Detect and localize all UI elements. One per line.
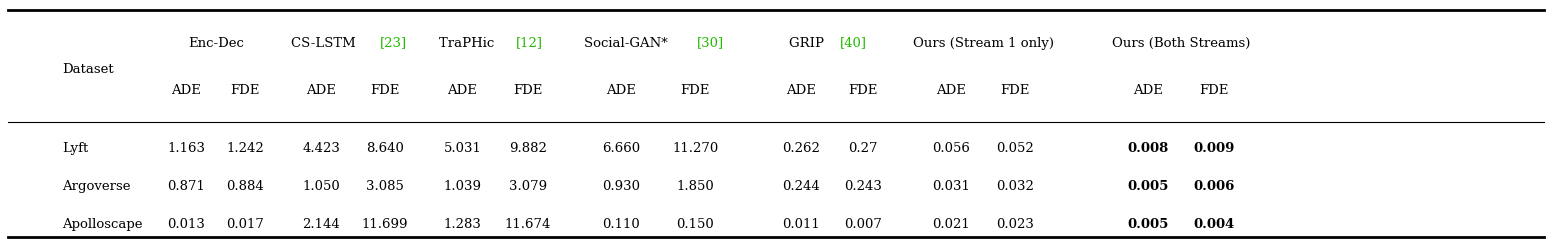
- Text: 0.930: 0.930: [602, 180, 639, 193]
- Text: ADE: ADE: [1133, 84, 1164, 97]
- Text: 0.005: 0.005: [1128, 180, 1169, 193]
- Text: 0.244: 0.244: [782, 180, 819, 193]
- Text: FDE: FDE: [849, 84, 877, 97]
- Text: 1.850: 1.850: [677, 180, 714, 193]
- Text: Ours (Both Streams): Ours (Both Streams): [1111, 37, 1251, 49]
- Text: Enc-Dec: Enc-Dec: [188, 37, 244, 49]
- Text: 5.031: 5.031: [444, 142, 481, 155]
- Text: 2.144: 2.144: [303, 218, 340, 231]
- Text: 0.871: 0.871: [168, 180, 205, 193]
- Text: FDE: FDE: [514, 84, 542, 97]
- Text: 11.674: 11.674: [504, 218, 551, 231]
- Text: Ours (Stream 1 only): Ours (Stream 1 only): [913, 37, 1054, 49]
- Text: 0.011: 0.011: [782, 218, 819, 231]
- Text: 0.021: 0.021: [933, 218, 970, 231]
- Text: 0.262: 0.262: [782, 142, 819, 155]
- Text: 0.005: 0.005: [1128, 218, 1169, 231]
- Text: CS-LSTM: CS-LSTM: [292, 37, 360, 49]
- Text: Argoverse: Argoverse: [62, 180, 130, 193]
- Text: 0.110: 0.110: [602, 218, 639, 231]
- Text: [30]: [30]: [697, 37, 725, 49]
- Text: ADE: ADE: [785, 84, 816, 97]
- Text: ADE: ADE: [171, 84, 202, 97]
- Text: 0.006: 0.006: [1193, 180, 1234, 193]
- Text: 0.27: 0.27: [847, 142, 878, 155]
- Text: TraPHic: TraPHic: [439, 37, 498, 49]
- Text: 1.242: 1.242: [227, 142, 264, 155]
- Text: 0.007: 0.007: [844, 218, 882, 231]
- Text: [40]: [40]: [840, 37, 866, 49]
- Text: ADE: ADE: [605, 84, 636, 97]
- Text: 0.017: 0.017: [227, 218, 264, 231]
- Text: 11.270: 11.270: [672, 142, 719, 155]
- Text: FDE: FDE: [231, 84, 259, 97]
- Text: FDE: FDE: [681, 84, 709, 97]
- Text: FDE: FDE: [1200, 84, 1228, 97]
- Text: 0.150: 0.150: [677, 218, 714, 231]
- Text: GRIP: GRIP: [788, 37, 829, 49]
- Text: 0.884: 0.884: [227, 180, 264, 193]
- Text: ADE: ADE: [447, 84, 478, 97]
- Text: 1.050: 1.050: [303, 180, 340, 193]
- Text: 0.013: 0.013: [168, 218, 205, 231]
- Text: 0.008: 0.008: [1128, 142, 1169, 155]
- Text: 4.423: 4.423: [303, 142, 340, 155]
- Text: [12]: [12]: [517, 37, 543, 49]
- Text: 1.163: 1.163: [168, 142, 205, 155]
- Text: 6.660: 6.660: [602, 142, 639, 155]
- Text: 0.052: 0.052: [996, 142, 1034, 155]
- Text: Apolloscape: Apolloscape: [62, 218, 143, 231]
- Text: 3.079: 3.079: [509, 180, 546, 193]
- Text: 0.023: 0.023: [996, 218, 1034, 231]
- Text: FDE: FDE: [1001, 84, 1029, 97]
- Text: FDE: FDE: [371, 84, 399, 97]
- Text: 0.032: 0.032: [996, 180, 1034, 193]
- Text: 11.699: 11.699: [362, 218, 408, 231]
- Text: 0.031: 0.031: [933, 180, 970, 193]
- Text: 0.243: 0.243: [844, 180, 882, 193]
- Text: 9.882: 9.882: [509, 142, 546, 155]
- Text: 0.056: 0.056: [933, 142, 970, 155]
- Text: ADE: ADE: [936, 84, 967, 97]
- Text: 0.004: 0.004: [1193, 218, 1234, 231]
- Text: 1.283: 1.283: [444, 218, 481, 231]
- Text: Dataset: Dataset: [62, 63, 113, 76]
- Text: 1.039: 1.039: [444, 180, 481, 193]
- Text: [23]: [23]: [380, 37, 407, 49]
- Text: Social-GAN*: Social-GAN*: [584, 37, 672, 49]
- Text: 0.009: 0.009: [1193, 142, 1234, 155]
- Text: 3.085: 3.085: [366, 180, 404, 193]
- Text: ADE: ADE: [306, 84, 337, 97]
- Text: 8.640: 8.640: [366, 142, 404, 155]
- Text: Lyft: Lyft: [62, 142, 88, 155]
